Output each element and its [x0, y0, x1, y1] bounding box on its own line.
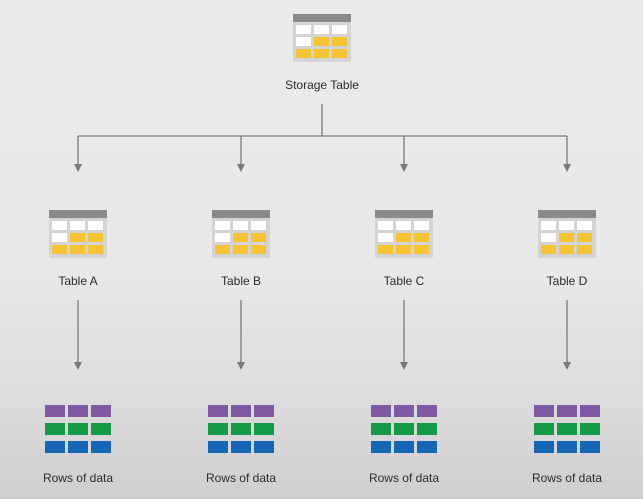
- rows-of-data-icon: [208, 405, 274, 453]
- rows-node-d: Rows of data: [532, 405, 602, 485]
- table-a-label: Table A: [58, 274, 97, 288]
- rows-d-label: Rows of data: [532, 471, 602, 485]
- rows-node-b: Rows of data: [206, 405, 276, 485]
- root-label: Storage Table: [285, 78, 359, 92]
- rows-node-c: Rows of data: [369, 405, 439, 485]
- rows-of-data-icon: [534, 405, 600, 453]
- rows-c-label: Rows of data: [369, 471, 439, 485]
- table-node-a: Table A: [49, 210, 107, 288]
- table-d-label: Table D: [547, 274, 588, 288]
- rows-of-data-icon: [45, 405, 111, 453]
- table-icon: [49, 210, 107, 258]
- root-node: Storage Table: [285, 14, 359, 92]
- rows-of-data-icon: [371, 405, 437, 453]
- table-node-d: Table D: [538, 210, 596, 288]
- table-b-label: Table B: [221, 274, 261, 288]
- table-node-b: Table B: [212, 210, 270, 288]
- table-c-label: Table C: [384, 274, 425, 288]
- table-node-c: Table C: [375, 210, 433, 288]
- table-icon: [375, 210, 433, 258]
- table-icon: [212, 210, 270, 258]
- rows-node-a: Rows of data: [43, 405, 113, 485]
- root-connectors: [74, 104, 571, 172]
- table-connectors: [74, 300, 571, 370]
- rows-b-label: Rows of data: [206, 471, 276, 485]
- rows-a-label: Rows of data: [43, 471, 113, 485]
- table-icon: [293, 14, 351, 62]
- table-icon: [538, 210, 596, 258]
